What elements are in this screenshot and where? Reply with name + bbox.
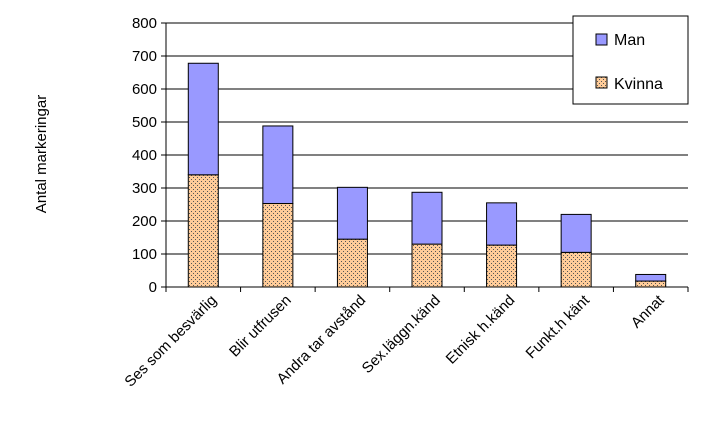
- bar-man: [262, 125, 294, 205]
- x-tick-label: Sex.läggn.känd: [359, 292, 444, 377]
- y-tick-label: 400: [132, 147, 157, 164]
- bar-kvinna: [262, 203, 294, 288]
- y-tick-label: 500: [132, 114, 157, 131]
- y-tick-label: 100: [132, 246, 157, 263]
- bar-kvinna: [187, 174, 219, 288]
- bar-kvinna: [486, 244, 518, 288]
- legend: Man Kvinna: [572, 15, 689, 105]
- axes: [161, 22, 689, 292]
- bar-man: [486, 202, 518, 246]
- bar-man: [635, 273, 667, 282]
- legend-label-man: Man: [614, 32, 645, 49]
- x-tick-label: Annat: [628, 291, 668, 331]
- gridlines: [166, 22, 688, 255]
- x-tick-label: Funkt.h känt: [523, 291, 594, 362]
- bars: [187, 62, 667, 288]
- bar-kvinna: [411, 243, 443, 288]
- y-tick-label: 800: [132, 15, 157, 32]
- x-tick-label: Etnisk h.känd: [443, 292, 519, 368]
- y-tick-label: 0: [149, 279, 157, 296]
- bar-kvinna: [336, 238, 368, 288]
- bar-man: [336, 186, 368, 240]
- bar-man: [187, 62, 219, 176]
- bar-kvinna: [635, 280, 667, 288]
- x-tick-label: Ses som besvärlig: [121, 292, 220, 391]
- y-tick-label: 200: [132, 213, 157, 230]
- y-tick-labels: 0 100 200 300 400 500 600 700 800: [132, 15, 157, 296]
- y-tick-label: 300: [132, 180, 157, 197]
- bar-man: [560, 213, 592, 253]
- legend-box: [572, 15, 689, 105]
- bar-man: [411, 191, 443, 245]
- legend-label-kvinna: Kvinna: [614, 76, 663, 93]
- legend-swatch-kvinna: [595, 76, 608, 89]
- y-tick-label: 700: [132, 48, 157, 65]
- legend-swatch-man: [595, 33, 608, 46]
- y-axis-label: Antal markeringar: [33, 95, 50, 213]
- bar-kvinna: [560, 251, 592, 288]
- y-tick-label: 600: [132, 81, 157, 98]
- x-tick-label: Blir utfrusen: [226, 292, 295, 361]
